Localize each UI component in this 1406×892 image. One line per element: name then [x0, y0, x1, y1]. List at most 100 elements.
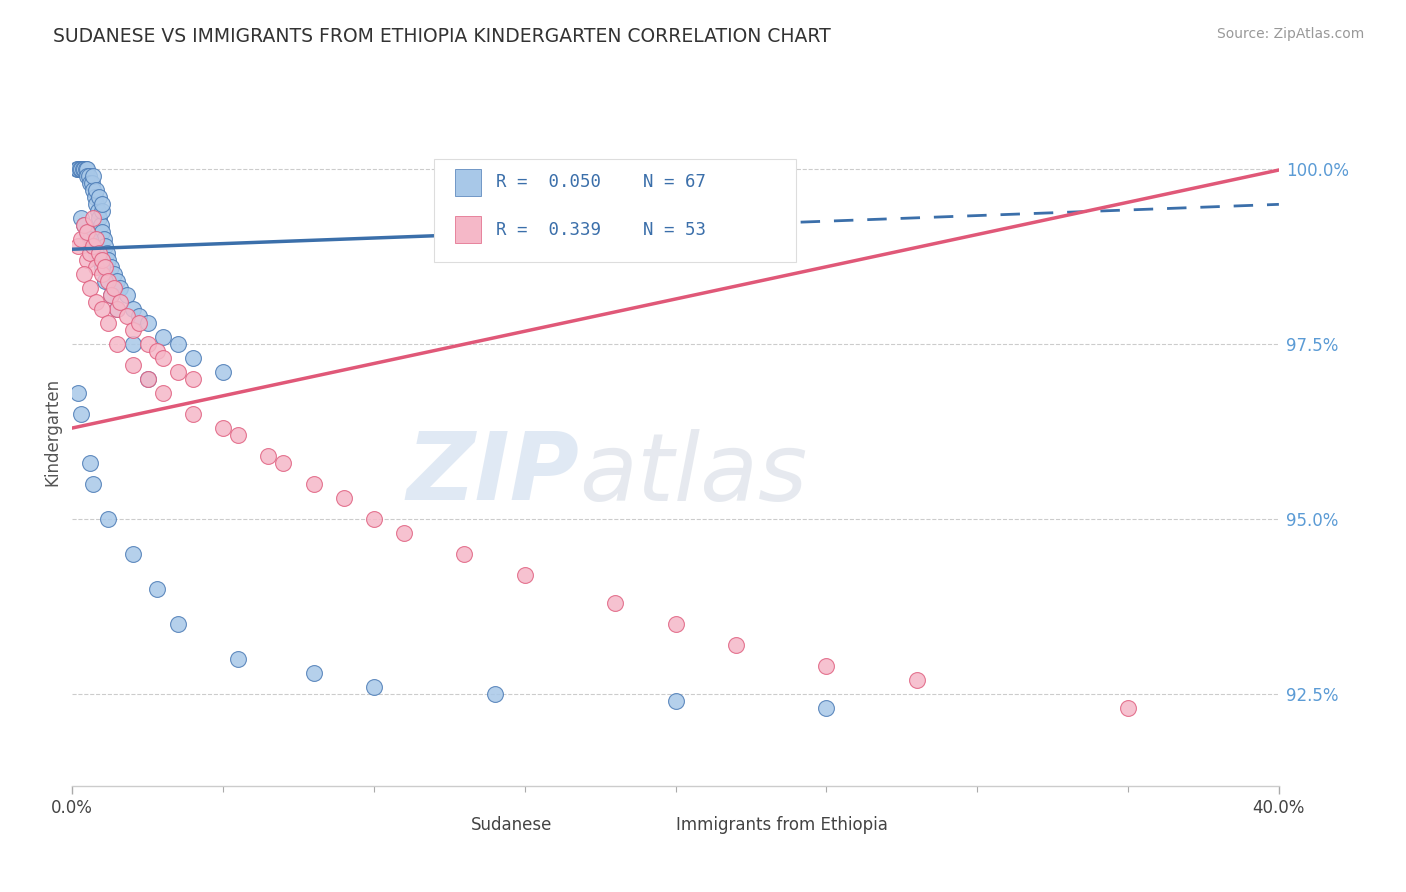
Point — [79, 245, 101, 260]
Point — [91, 301, 114, 316]
Y-axis label: Kindergarten: Kindergarten — [44, 377, 60, 485]
Point — [453, 547, 475, 561]
Point — [86, 232, 108, 246]
Bar — [454, 169, 481, 195]
Point — [103, 281, 125, 295]
Point — [72, 161, 94, 176]
Point — [70, 232, 93, 246]
Point — [226, 428, 249, 442]
Point — [332, 491, 354, 505]
Point — [110, 294, 132, 309]
Point — [73, 218, 96, 232]
Bar — [633, 813, 669, 838]
Point — [136, 372, 159, 386]
Point — [89, 189, 111, 203]
Point — [69, 161, 91, 176]
Point — [107, 301, 129, 316]
Point — [82, 169, 104, 183]
Text: R =  0.339    N = 53: R = 0.339 N = 53 — [496, 220, 706, 239]
Point — [86, 196, 108, 211]
Point — [121, 301, 143, 316]
Point — [82, 238, 104, 252]
Point — [89, 245, 111, 260]
Point — [91, 260, 114, 274]
Text: ZIP: ZIP — [406, 428, 579, 520]
Point — [136, 372, 159, 386]
Point — [363, 512, 385, 526]
Point — [96, 245, 118, 260]
Point — [152, 351, 174, 365]
Point — [76, 252, 98, 267]
Point — [91, 196, 114, 211]
Point — [67, 161, 90, 176]
Point — [484, 688, 506, 702]
Point — [815, 701, 838, 715]
Point — [100, 287, 122, 301]
Point — [226, 652, 249, 666]
Point — [605, 596, 627, 610]
Point — [89, 211, 111, 225]
Point — [73, 218, 96, 232]
Point — [94, 238, 117, 252]
Point — [181, 407, 204, 421]
Point — [67, 238, 90, 252]
Point — [83, 189, 105, 203]
Point — [73, 267, 96, 281]
Point — [121, 337, 143, 351]
FancyBboxPatch shape — [434, 159, 796, 261]
Point — [664, 617, 686, 632]
Point — [107, 301, 129, 316]
Point — [82, 183, 104, 197]
Point — [70, 161, 93, 176]
Point — [97, 512, 120, 526]
Point — [94, 260, 117, 274]
Point — [70, 211, 93, 225]
Point — [145, 582, 167, 597]
Point — [79, 232, 101, 246]
Text: Immigrants from Ethiopia: Immigrants from Ethiopia — [675, 815, 887, 833]
Text: Sudanese: Sudanese — [471, 815, 551, 833]
Point — [128, 316, 150, 330]
Point — [273, 456, 295, 470]
Point — [212, 365, 235, 379]
Point — [905, 673, 928, 688]
Point — [86, 294, 108, 309]
Point — [724, 639, 747, 653]
Point — [257, 449, 280, 463]
Point — [77, 169, 100, 183]
Bar — [429, 813, 464, 838]
Point — [136, 337, 159, 351]
Point — [1116, 701, 1139, 715]
Point — [76, 169, 98, 183]
Point — [66, 161, 89, 176]
Point — [107, 337, 129, 351]
Point — [100, 260, 122, 274]
Point — [107, 274, 129, 288]
Point — [181, 351, 204, 365]
Point — [212, 421, 235, 435]
Bar — [454, 216, 481, 244]
Point — [80, 176, 103, 190]
Point — [115, 309, 138, 323]
Point — [302, 477, 325, 491]
Point — [100, 287, 122, 301]
Point — [363, 681, 385, 695]
Point — [82, 238, 104, 252]
Point — [91, 267, 114, 281]
Point — [86, 183, 108, 197]
Point — [87, 203, 110, 218]
Text: atlas: atlas — [579, 428, 807, 519]
Text: R =  0.050    N = 67: R = 0.050 N = 67 — [496, 173, 706, 191]
Point — [76, 225, 98, 239]
Point — [89, 252, 111, 267]
Point — [91, 225, 114, 239]
Point — [79, 456, 101, 470]
Point — [86, 245, 108, 260]
Point — [97, 252, 120, 267]
Point — [73, 161, 96, 176]
Point — [75, 161, 97, 176]
Text: Source: ZipAtlas.com: Source: ZipAtlas.com — [1216, 27, 1364, 41]
Text: SUDANESE VS IMMIGRANTS FROM ETHIOPIA KINDERGARTEN CORRELATION CHART: SUDANESE VS IMMIGRANTS FROM ETHIOPIA KIN… — [53, 27, 831, 45]
Point — [121, 547, 143, 561]
Point — [90, 218, 112, 232]
